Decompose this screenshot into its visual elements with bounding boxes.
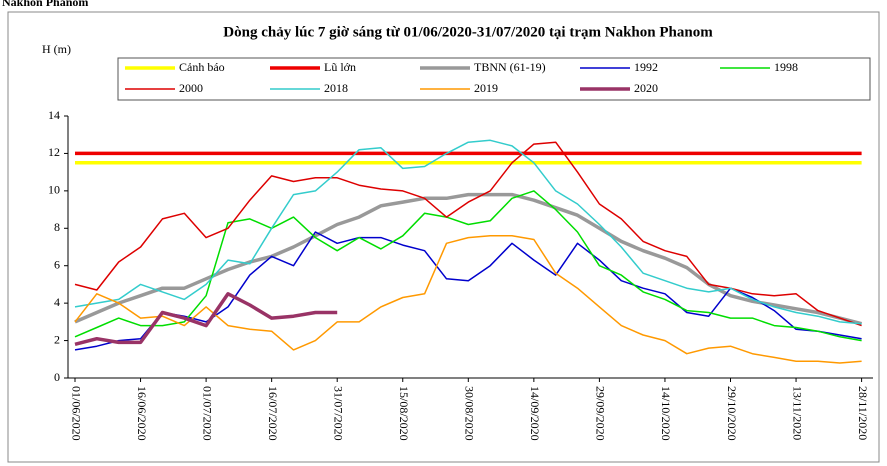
y-tick-label: 10 [48,183,60,197]
series-line [74,292,338,346]
series-line [74,190,862,342]
y-tick-label: 4 [54,295,60,309]
legend-box [117,57,871,101]
x-tick-label: 16/06/2020 [135,386,149,441]
legend-label: 1998 [774,60,798,74]
series-line [74,235,862,364]
series-line [74,192,863,326]
series-line [74,139,862,325]
legend-label: 2000 [179,81,203,95]
y-tick-label: 8 [54,220,60,234]
x-tick-label: 15/08/2020 [397,386,411,441]
caption: Nakhon Phanom [2,0,88,9]
x-tick-label: 31/07/2020 [331,386,345,441]
x-tick-label: 30/08/2020 [463,386,477,441]
x-tick-label: 28/11/2020 [856,386,870,440]
legend-label: 2020 [634,81,658,95]
x-tick-label: 14/09/2020 [528,386,542,441]
x-tick-label: 29/09/2020 [594,386,608,441]
legend-label: Cảnh báo [179,60,225,74]
y-tick-label: 6 [54,257,60,271]
x-tick-label: 01/06/2020 [69,386,83,441]
x-tick-label: 14/10/2020 [659,386,673,441]
legend-label: Lũ lớn [324,60,356,74]
legend-label: TBNN (61-19) [474,60,546,74]
x-tick-label: 29/10/2020 [725,386,739,441]
y-axis-label: H (m) [42,42,71,56]
legend-label: 1992 [634,60,658,74]
chart-title: Dòng chảy lúc 7 giờ sáng từ 01/06/2020-3… [223,24,713,40]
y-tick-label: 12 [48,145,60,159]
y-tick-label: 2 [54,332,60,346]
legend-label: 2018 [324,81,348,95]
legend-label: 2019 [474,81,498,95]
x-tick-label: 01/07/2020 [200,386,214,441]
x-tick-label: 13/11/2020 [790,386,804,440]
x-tick-label: 16/07/2020 [266,386,280,441]
y-tick-label: 0 [54,370,60,384]
y-tick-label: 14 [48,108,60,122]
